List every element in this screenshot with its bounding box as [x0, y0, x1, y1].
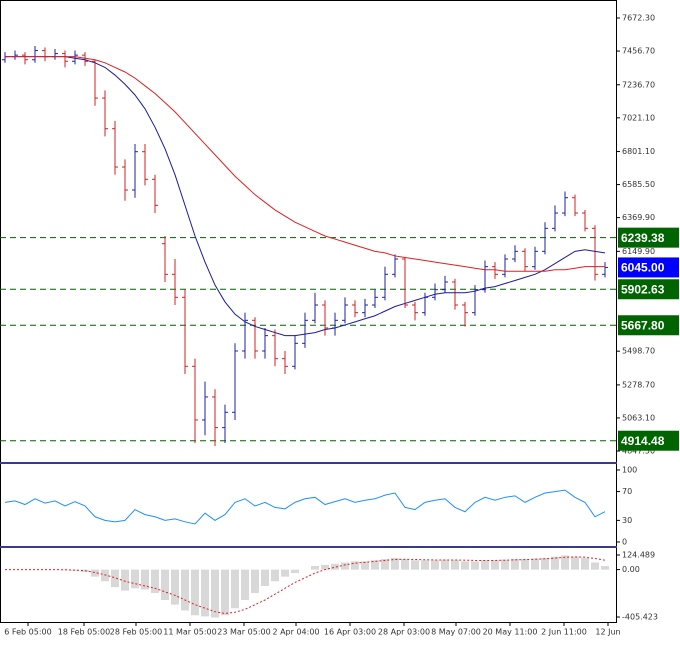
moving-average: [5, 56, 606, 337]
plot-frame: [0, 0, 617, 623]
y-tick-label: 6801.10: [622, 147, 655, 156]
x-tick-label: 2 Apr 04:00: [272, 628, 319, 637]
macd-signal: [5, 556, 606, 614]
y-tick-label: 100: [622, 465, 637, 474]
rsi-line: [4, 489, 606, 525]
y-tick-label: 6585.50: [622, 180, 655, 189]
y-tick-label: 7672.30: [622, 13, 655, 22]
y-tick-label: 6149.90: [622, 247, 655, 256]
x-tick-label: 16 Apr 03:00: [324, 628, 376, 637]
x-tick-label: 6 Feb 05:00: [4, 628, 51, 637]
price-label: 6239.38: [621, 231, 665, 245]
x-tick-label: 18 Feb 05:00: [58, 628, 110, 637]
y-tick-label: 7021.10: [622, 113, 655, 122]
y-tick-label: 0: [622, 537, 627, 546]
x-tick-label: 28 Apr 03:00: [378, 628, 430, 637]
y-tick-label: 5498.70: [622, 347, 655, 356]
y-tick-label: 6369.90: [622, 213, 655, 222]
x-tick-label: 8 May 07:00: [431, 628, 481, 637]
price-label: 5902.63: [621, 282, 665, 296]
x-tick-label: 11 Mar 05:00: [163, 628, 216, 637]
price-label-box: [618, 315, 679, 336]
y-tick-label: 5063.10: [622, 413, 655, 422]
moving-average: [5, 56, 605, 272]
price-label-box: [618, 430, 679, 451]
y-tick-label: 5278.70: [622, 380, 655, 389]
y-tick-label: 30: [622, 516, 632, 525]
price-label: 6045.00: [621, 261, 665, 275]
x-tick-label: 12 Jun: [595, 628, 620, 637]
y-tick-label: 7236.70: [622, 80, 655, 89]
x-tick-label: 2 Jun 11:00: [541, 628, 587, 637]
y-tick-label: 4847.50: [622, 446, 655, 455]
x-tick-label: 23 Mar 05:00: [217, 628, 270, 637]
x-tick-label: 28 Feb 05:00: [110, 628, 162, 637]
y-tick-label: -405.423: [622, 613, 658, 622]
price-label: 4914.48: [621, 434, 665, 448]
y-tick-label: 70: [622, 487, 632, 496]
x-tick-label: 20 May 11:00: [483, 628, 538, 637]
price-label: 5667.80: [621, 318, 665, 332]
price-label-box: [618, 257, 679, 278]
y-tick-label: 7456.70: [622, 47, 655, 56]
price-label-box: [618, 279, 679, 300]
y-tick-label: 0.00: [622, 565, 640, 574]
price-label-box: [618, 227, 679, 248]
y-tick-label: 124.489: [622, 551, 655, 560]
